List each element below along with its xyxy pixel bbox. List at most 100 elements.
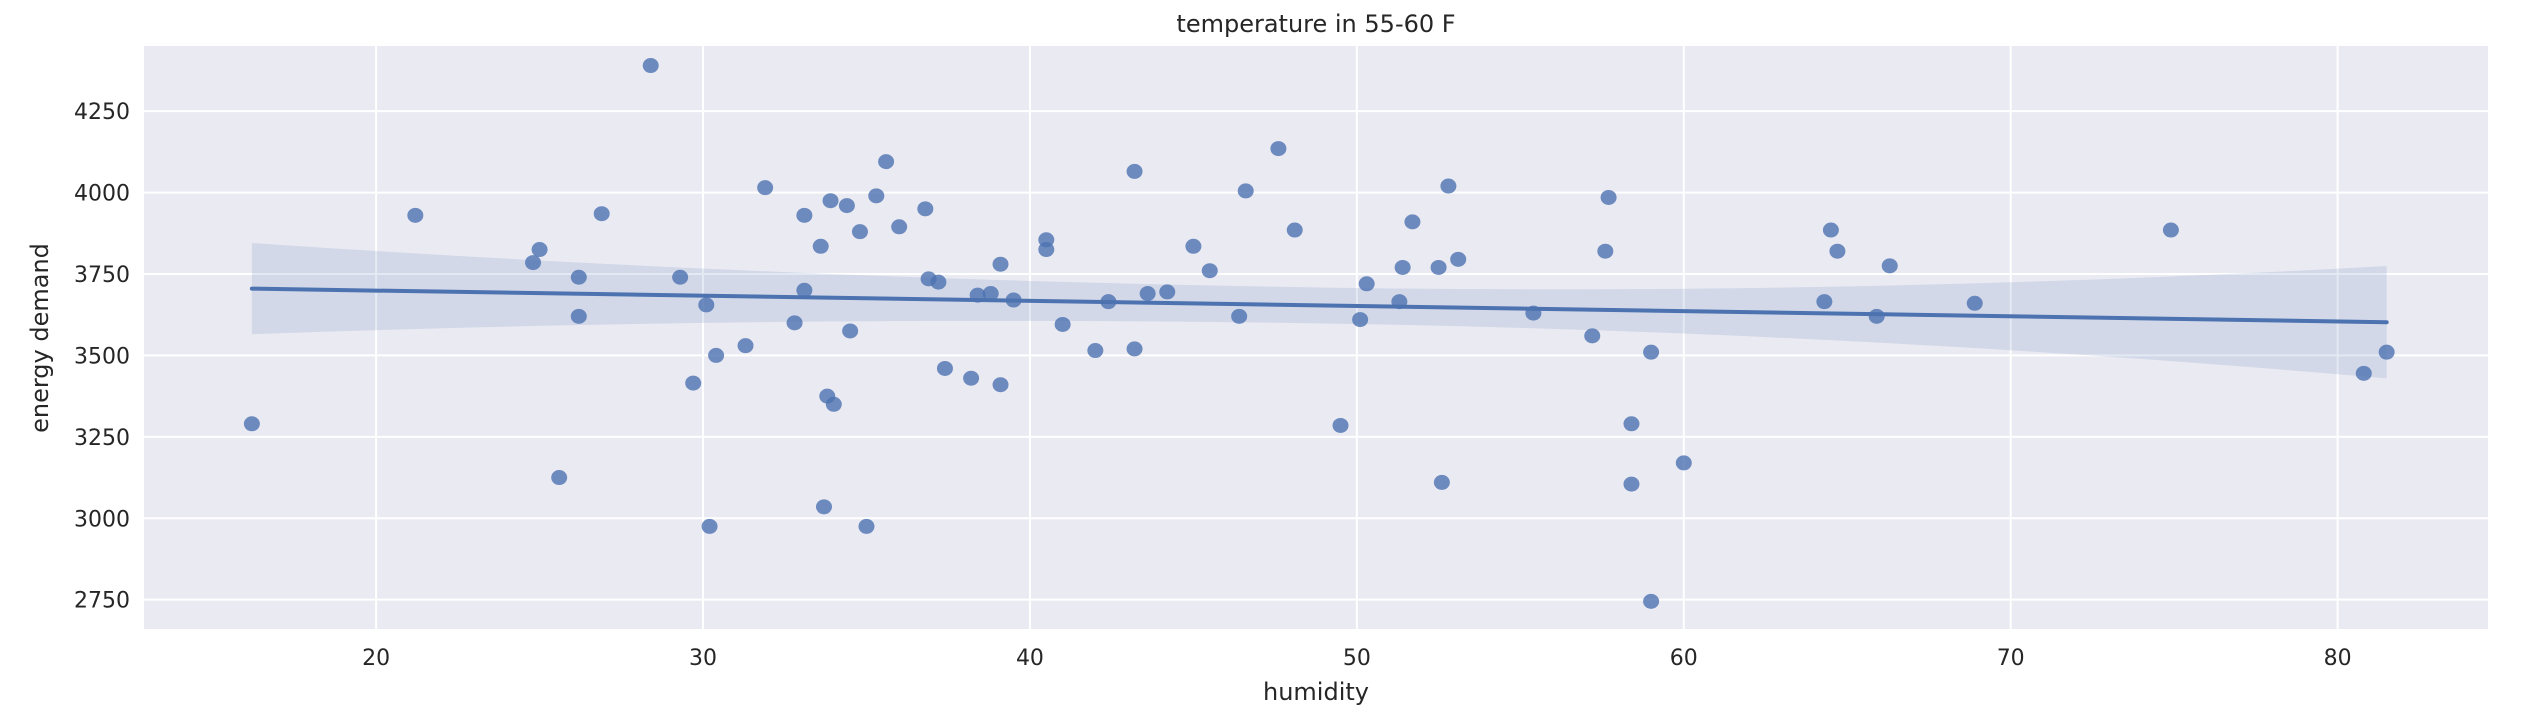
data-point (868, 188, 885, 204)
data-point (1829, 243, 1846, 259)
data-point (701, 518, 718, 534)
data-point (812, 238, 829, 254)
data-point (1404, 214, 1421, 230)
data-point (672, 269, 689, 285)
data-point (917, 201, 934, 217)
data-point (757, 180, 774, 196)
chart-title: temperature in 55-60 F (1176, 10, 1455, 38)
data-point (891, 219, 908, 235)
data-point (1087, 343, 1104, 359)
data-point (1286, 222, 1303, 238)
data-point (1816, 294, 1833, 310)
data-point (407, 207, 424, 223)
data-point (1433, 474, 1450, 490)
data-point (815, 499, 832, 515)
data-point (1643, 344, 1660, 360)
data-point (1038, 242, 1055, 258)
data-point (1440, 178, 1457, 194)
data-point (1450, 251, 1467, 267)
data-point (1525, 305, 1542, 321)
x-axis-ticks: 20 30 40 50 60 70 80 (362, 646, 2352, 671)
data-point (1430, 259, 1447, 275)
data-point (1881, 258, 1898, 274)
y-tick-label: 3000 (74, 507, 130, 532)
x-tick-label: 20 (362, 646, 390, 671)
y-tick-label: 2750 (74, 589, 130, 614)
data-point (982, 286, 999, 302)
data-point (1332, 417, 1349, 433)
plot-area (144, 46, 2488, 629)
x-tick-label: 80 (2324, 646, 2352, 671)
data-point (930, 274, 947, 290)
data-point (1185, 238, 1202, 254)
data-point (525, 255, 542, 271)
data-point (570, 308, 587, 324)
x-axis-label: humidity (1263, 678, 1369, 706)
data-point (1675, 455, 1692, 471)
data-point (2378, 344, 2395, 360)
data-point (1623, 476, 1640, 492)
data-point (878, 154, 895, 170)
data-point (858, 518, 875, 534)
data-point (1201, 263, 1218, 279)
data-point (593, 206, 610, 222)
data-point (1394, 259, 1411, 275)
data-point (243, 416, 260, 432)
data-point (1597, 243, 1614, 259)
ci-band-area (251, 243, 2387, 379)
data-point (737, 338, 754, 354)
data-point (1126, 341, 1143, 357)
y-tick-label: 3500 (74, 344, 130, 369)
data-point (1231, 308, 1248, 324)
x-tick-label: 50 (1343, 646, 1371, 671)
data-point (992, 256, 1009, 272)
data-point (842, 323, 859, 339)
data-point (796, 282, 813, 298)
data-point (936, 360, 953, 376)
x-tick-label: 40 (1016, 646, 1044, 671)
data-point (992, 377, 1009, 393)
data-point (1100, 294, 1117, 310)
data-point (796, 207, 813, 223)
data-point (1643, 593, 1660, 609)
x-tick-label: 70 (1997, 646, 2025, 671)
data-point (822, 193, 839, 209)
data-point (642, 58, 659, 74)
data-point (1600, 189, 1617, 205)
data-point (2162, 222, 2179, 238)
data-point (1159, 284, 1176, 300)
data-point (1358, 276, 1375, 292)
data-point (1822, 222, 1839, 238)
data-point (1584, 328, 1601, 344)
data-point (1352, 312, 1369, 328)
y-tick-label: 4000 (74, 182, 130, 207)
data-point (1126, 163, 1143, 179)
data-point (1966, 295, 1983, 311)
data-point (1868, 308, 1885, 324)
data-point (2355, 365, 2372, 381)
data-point (1054, 316, 1071, 332)
data-points (243, 58, 2395, 609)
data-point (1237, 183, 1254, 199)
regression-line (249, 286, 2389, 325)
y-axis-ticks: 2750 3000 3250 3500 3750 4000 4250 (74, 100, 130, 614)
data-point (708, 347, 725, 363)
data-point (786, 315, 803, 331)
data-point (963, 370, 980, 386)
data-point (551, 470, 568, 486)
data-point (1270, 141, 1287, 157)
data-point (1391, 294, 1408, 310)
grid-lines (144, 46, 2488, 629)
data-point (1139, 286, 1156, 302)
y-tick-label: 4250 (74, 100, 130, 125)
data-point (531, 242, 548, 258)
data-point (838, 198, 855, 214)
x-tick-label: 60 (1670, 646, 1698, 671)
y-tick-label: 3250 (74, 426, 130, 451)
data-point (851, 224, 868, 240)
data-point (570, 269, 587, 285)
data-point (1005, 292, 1022, 308)
y-tick-label: 3750 (74, 263, 130, 288)
data-point (825, 396, 842, 412)
